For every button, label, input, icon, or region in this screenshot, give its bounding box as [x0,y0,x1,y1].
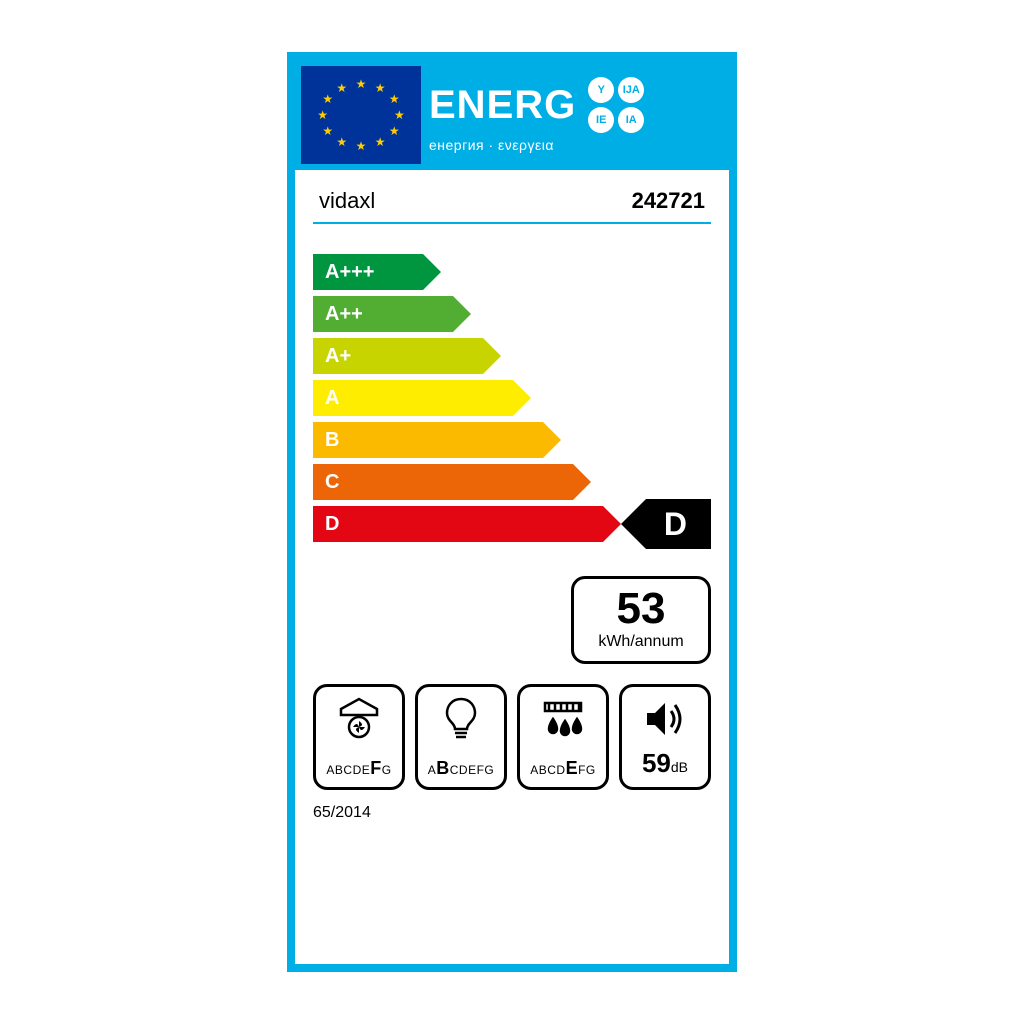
annual-consumption-box: 53 kWh/annum [571,576,711,664]
consumption-unit: kWh/annum [580,633,702,651]
noise-value-label: 59dB [642,748,688,779]
lang-circle: IE [588,107,614,133]
class-row-A: A [313,380,729,416]
class-row-A+++: A+++ [313,254,729,290]
class-arrow-label: C [325,471,339,494]
fluid-highlight: F [370,758,382,778]
fluid-dynamic-picto: ABCDEFG [313,684,405,790]
class-arrow-label: A++ [325,303,363,326]
class-arrow-label: A [325,387,339,410]
hood-fan-icon [335,695,383,743]
lang-suffix-circles: YIJAIEIA [588,77,644,133]
class-arrow-label: A+++ [325,261,374,284]
class-arrow-label: D [325,513,339,536]
speaker-icon [641,695,689,743]
light-prefix: A [428,763,437,777]
fluid-class-label: ABCDEFG [326,758,391,779]
light-highlight: B [436,758,450,778]
noise-picto: 59dB [619,684,711,790]
class-arrow: A+++ [313,254,423,290]
light-class-label: ABCDEFG [428,758,495,779]
class-arrow: A [313,380,513,416]
grease-filter-picto: ABCDEFG [517,684,609,790]
class-row-A+: A+ [313,338,729,374]
class-arrow: A+ [313,338,483,374]
energy-subtitle: енергия · ενεργεια [429,137,723,153]
class-row-C: C [313,464,729,500]
brand-name: vidaxl [319,188,375,214]
noise-unit: dB [671,759,688,775]
fluid-suffix: G [382,763,392,777]
class-row-A++: A++ [313,296,729,332]
regulation-reference: 65/2014 [295,798,729,832]
product-info-row: vidaxl 242721 [295,170,729,222]
energy-title-block: ENERG YIJAIEIA енергия · ενεργεια [429,66,723,164]
energy-word: ENERG [429,85,576,125]
lang-circle: IJA [618,77,644,103]
filter-drops-icon [539,695,587,743]
class-row-B: B [313,422,729,458]
bulb-icon [437,695,485,743]
class-row-D: D [313,506,729,542]
eu-flag-icon: ★★★★★★★★★★★★ [301,66,421,164]
noise-value: 59 [642,748,671,778]
light-suffix: CDEFG [450,763,495,777]
class-arrow-label: B [325,429,339,452]
energy-label: ★★★★★★★★★★★★ ENERG YIJAIEIA енергия · εν… [287,52,737,972]
class-arrow: D [313,506,603,542]
pictogram-row: ABCDEFG ABCDEFG AB [295,664,729,798]
lighting-picto: ABCDEFG [415,684,507,790]
model-number: 242721 [632,188,705,214]
class-arrow: B [313,422,543,458]
fluid-prefix: ABCDE [326,763,370,777]
lang-circle: Y [588,77,614,103]
grease-highlight: E [566,758,579,778]
efficiency-scale: A+++A++A+ABCDD [295,224,729,558]
grease-class-label: ABCDEFG [530,758,596,779]
grease-prefix: ABCD [530,763,565,777]
consumption-value: 53 [580,587,702,631]
lang-circle: IA [618,107,644,133]
header-banner: ★★★★★★★★★★★★ ENERG YIJAIEIA енергия · εν… [295,60,729,170]
grease-suffix: FG [578,763,596,777]
class-arrow: A++ [313,296,453,332]
class-arrow-label: A+ [325,345,351,368]
class-arrow: C [313,464,573,500]
